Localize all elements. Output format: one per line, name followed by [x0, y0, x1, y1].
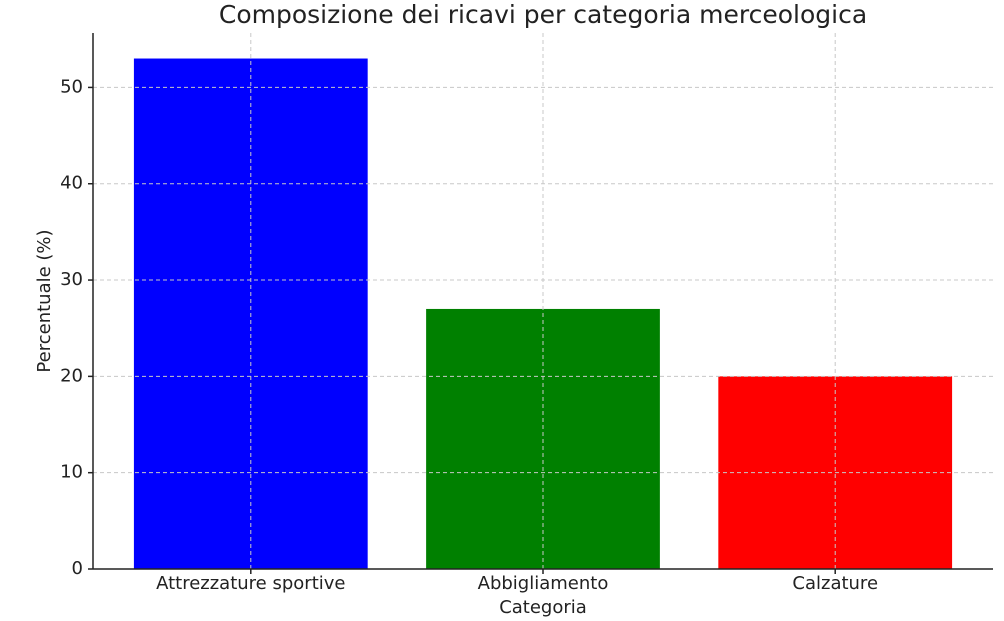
y-tick-label: 10 [60, 462, 83, 483]
y-tick-label: 50 [60, 76, 83, 97]
x-tick-label: Calzature [792, 573, 878, 594]
chart-title: Composizione dei ricavi per categoria me… [219, 0, 867, 29]
x-tick-label: Attrezzature sportive [156, 573, 345, 594]
bar [426, 308, 660, 569]
y-tick-label: 0 [72, 558, 83, 579]
y-tick-label: 30 [60, 269, 83, 290]
x-axis-label: Categoria [499, 597, 587, 618]
y-tick-label: 20 [60, 365, 83, 386]
y-tick-label: 40 [60, 173, 83, 194]
x-tick-label: Abbigliamento [478, 573, 609, 594]
y-axis-label: Percentuale (%) [34, 229, 55, 372]
